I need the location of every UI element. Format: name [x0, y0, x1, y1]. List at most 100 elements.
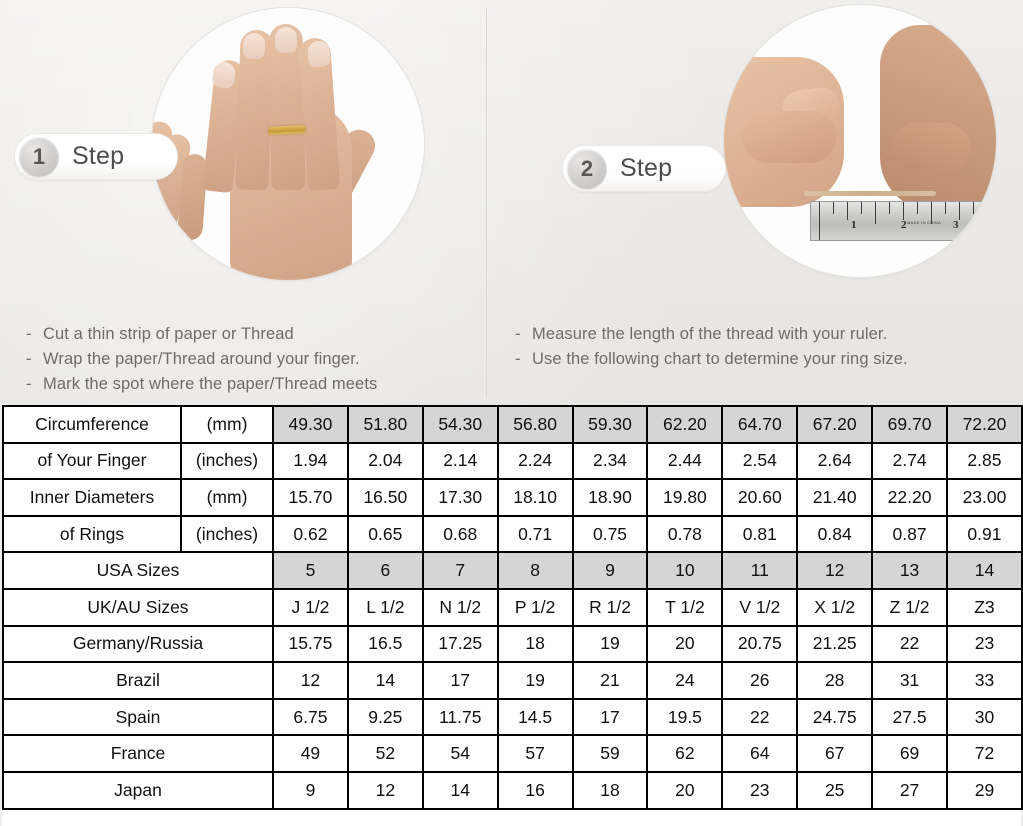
table-row: Spain 6.75 9.25 11.75 14.5 17 19.5 22 24.75 27.5 3…	[2, 697, 1023, 737]
bullet-dash: -	[515, 325, 521, 343]
data-cell: 14	[421, 770, 499, 810]
data-cell: 33	[946, 661, 1023, 700]
step-1-panel: 1 Step - Cut a thin strip of paper or Thr…	[0, 0, 487, 405]
data-cell: 59	[571, 734, 649, 773]
data-cell: L 1/2	[346, 587, 424, 627]
data-cell: 19.5	[646, 697, 724, 737]
data-cell: 26	[721, 661, 799, 700]
data-cell: 2.85	[946, 441, 1023, 481]
data-cell: 64	[721, 734, 799, 773]
instruction-line: - Use the following chart to determine yo…	[515, 347, 1015, 372]
data-cell: N 1/2	[421, 587, 499, 627]
data-cell: J 1/2	[272, 587, 349, 627]
data-cell: 17.25	[421, 624, 499, 664]
row-label: France	[2, 734, 274, 773]
data-cell: 2.64	[796, 441, 874, 481]
data-cell: T 1/2	[646, 587, 724, 627]
bullet-dash: -	[26, 375, 32, 393]
panel-divider	[486, 8, 487, 398]
data-cell: 21.25	[796, 624, 874, 664]
row-label: of Your Finger	[2, 441, 182, 481]
row-unit: (inches)	[180, 514, 274, 554]
row-label: Japan	[2, 770, 274, 810]
step-2-label: Step	[620, 154, 673, 182]
table-row: Inner Diameters (mm) 15.70 16.50 17.30 18.10 1…	[2, 478, 1023, 517]
data-cell: 0.65	[346, 514, 424, 554]
instruction-line: - Cut a thin strip of paper or Thread	[26, 322, 476, 347]
row-unit: (inches)	[180, 441, 274, 481]
data-cell: 52	[346, 734, 424, 773]
data-cell: 27.5	[871, 697, 949, 737]
data-cell: 49	[272, 734, 349, 773]
data-cell: 23	[721, 770, 799, 810]
data-cell: 23	[946, 624, 1023, 664]
data-cell: 69.70	[871, 405, 949, 444]
ring-size-chart: Circumference (mm) 49.30 51.80 54.30 56.80 59.…	[2, 405, 1023, 826]
data-cell: 11	[721, 551, 799, 590]
data-cell: 15.70	[272, 478, 349, 517]
data-cell: 14	[346, 661, 424, 700]
data-cell: 31	[871, 661, 949, 700]
thread-strip	[804, 191, 936, 196]
ruler-brand-text: MADE IN CHINA	[907, 220, 942, 225]
step-1-photo	[152, 8, 424, 280]
table-row: of Your Finger (inches) 1.94 2.04 2.14 2.24 2.…	[2, 441, 1023, 481]
data-cell: 69	[871, 734, 949, 773]
data-cell: 2.54	[721, 441, 799, 481]
data-cell: 0.91	[946, 514, 1023, 554]
bullet-dash: -	[26, 350, 32, 368]
data-cell: 57	[496, 734, 574, 773]
data-cell: 15.75	[272, 624, 349, 664]
row-unit: (mm)	[180, 478, 274, 517]
size-chart-body: Circumference (mm) 49.30 51.80 54.30 56.80 59.…	[2, 405, 1023, 810]
data-cell: 21	[571, 661, 649, 700]
row-label: Germany/Russia	[2, 624, 274, 664]
data-cell: 67	[796, 734, 874, 773]
table-row: France 49 52 54 57 59 62 64 67 69 72	[2, 734, 1023, 773]
data-cell: 0.81	[721, 514, 799, 554]
table-row: UK/AU Sizes J 1/2 L 1/2 N 1/2 P 1/2 R 1/2 T 1/…	[2, 587, 1023, 627]
instruction-text: Mark the spot where the paper/Thread mee…	[43, 375, 378, 393]
data-cell: 16.50	[346, 478, 424, 517]
table-row: Japan 9 12 14 16 18 20 23 25 27 29	[2, 770, 1023, 810]
data-cell: 24.75	[796, 697, 874, 737]
data-cell: 67.20	[796, 405, 874, 444]
data-cell: 24	[646, 661, 724, 700]
data-cell: 29	[946, 770, 1023, 810]
data-cell: 28	[796, 661, 874, 700]
data-cell: 8	[496, 551, 574, 590]
size-chart-table: Circumference (mm) 49.30 51.80 54.30 56.80 59.…	[2, 405, 1023, 810]
data-cell: R 1/2	[571, 587, 649, 627]
data-cell: V 1/2	[721, 587, 799, 627]
bullet-dash: -	[26, 325, 32, 343]
data-cell: 0.71	[496, 514, 574, 554]
data-cell: 20	[646, 770, 724, 810]
row-label: of Rings	[2, 514, 182, 554]
instruction-line: - Mark the spot where the paper/Thread me…	[26, 372, 476, 397]
row-label: Inner Diameters	[2, 478, 182, 517]
data-cell: 2.34	[571, 441, 649, 481]
hand-with-ring-illustration	[152, 8, 424, 280]
instruction-line: - Wrap the paper/Thread around your finge…	[26, 347, 476, 372]
data-cell: 54.30	[421, 405, 499, 444]
data-cell: 14	[946, 551, 1023, 590]
data-cell: X 1/2	[796, 587, 874, 627]
right-hand	[880, 25, 996, 211]
row-label: Spain	[2, 697, 274, 737]
data-cell: 20.60	[721, 478, 799, 517]
data-cell: 19.80	[646, 478, 724, 517]
data-cell: 18	[571, 770, 649, 810]
data-cell: 23.00	[946, 478, 1023, 517]
data-cell: 59.30	[571, 405, 649, 444]
row-label: USA Sizes	[2, 551, 274, 590]
row-unit: (mm)	[180, 405, 274, 444]
table-row: Germany/Russia 15.75 16.5 17.25 18 19 20 20.75 2…	[2, 624, 1023, 664]
data-cell: 22	[721, 697, 799, 737]
data-cell: 2.04	[346, 441, 424, 481]
data-cell: 54	[421, 734, 499, 773]
data-cell: 7	[421, 551, 499, 590]
table-row: Brazil 12 14 17 19 21 24 26 28 31 33	[2, 661, 1023, 700]
data-cell: 2.44	[646, 441, 724, 481]
data-cell: 51.80	[346, 405, 424, 444]
data-cell: 56.80	[496, 405, 574, 444]
